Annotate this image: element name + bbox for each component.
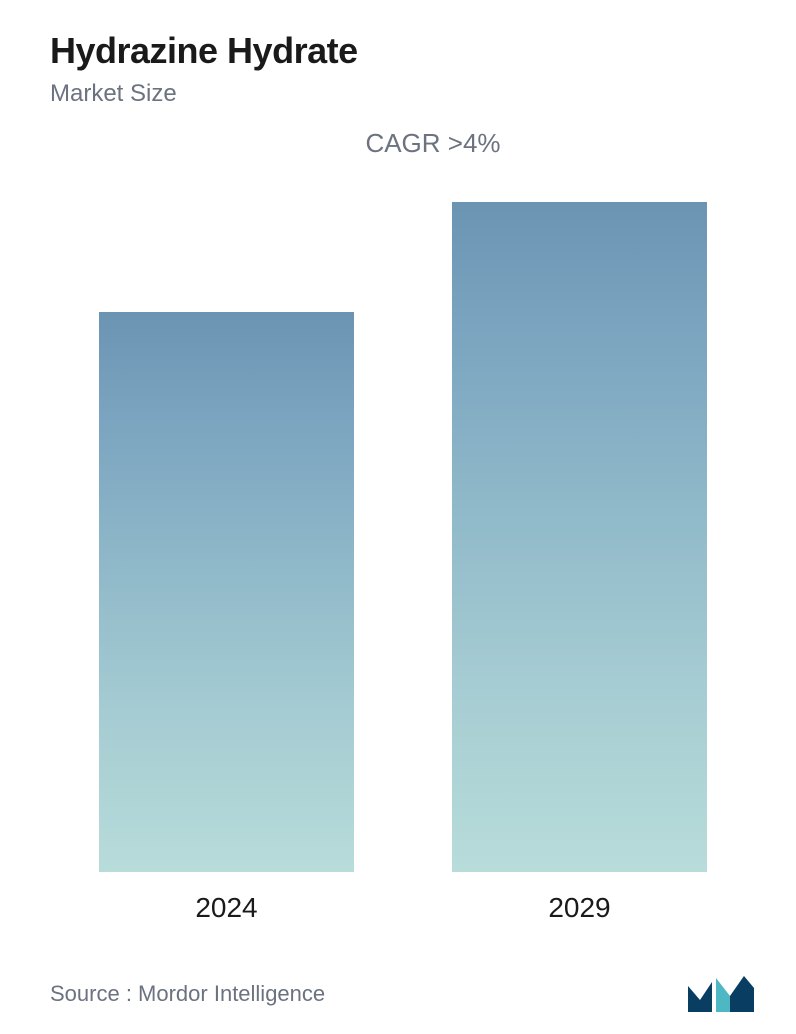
source-text: Source : Mordor Intelligence <box>50 981 325 1007</box>
mordor-logo-icon <box>686 974 756 1014</box>
footer: Source : Mordor Intelligence <box>50 964 756 1014</box>
chart-subtitle: Market Size <box>50 80 756 108</box>
chart-container: Hydrazine Hydrate Market Size CAGR >4% 2… <box>0 0 796 1034</box>
chart-area: 2024 2029 <box>50 199 756 934</box>
bar-wrapper-2029: 2029 <box>443 202 716 924</box>
bar-wrapper-2024: 2024 <box>90 312 363 924</box>
bar-2029 <box>452 202 707 872</box>
bar-label-2029: 2029 <box>548 892 610 924</box>
chart-title: Hydrazine Hydrate <box>50 30 756 72</box>
bar-2024 <box>99 312 354 872</box>
bar-label-2024: 2024 <box>195 892 257 924</box>
cagr-label: CAGR >4% <box>110 128 756 159</box>
